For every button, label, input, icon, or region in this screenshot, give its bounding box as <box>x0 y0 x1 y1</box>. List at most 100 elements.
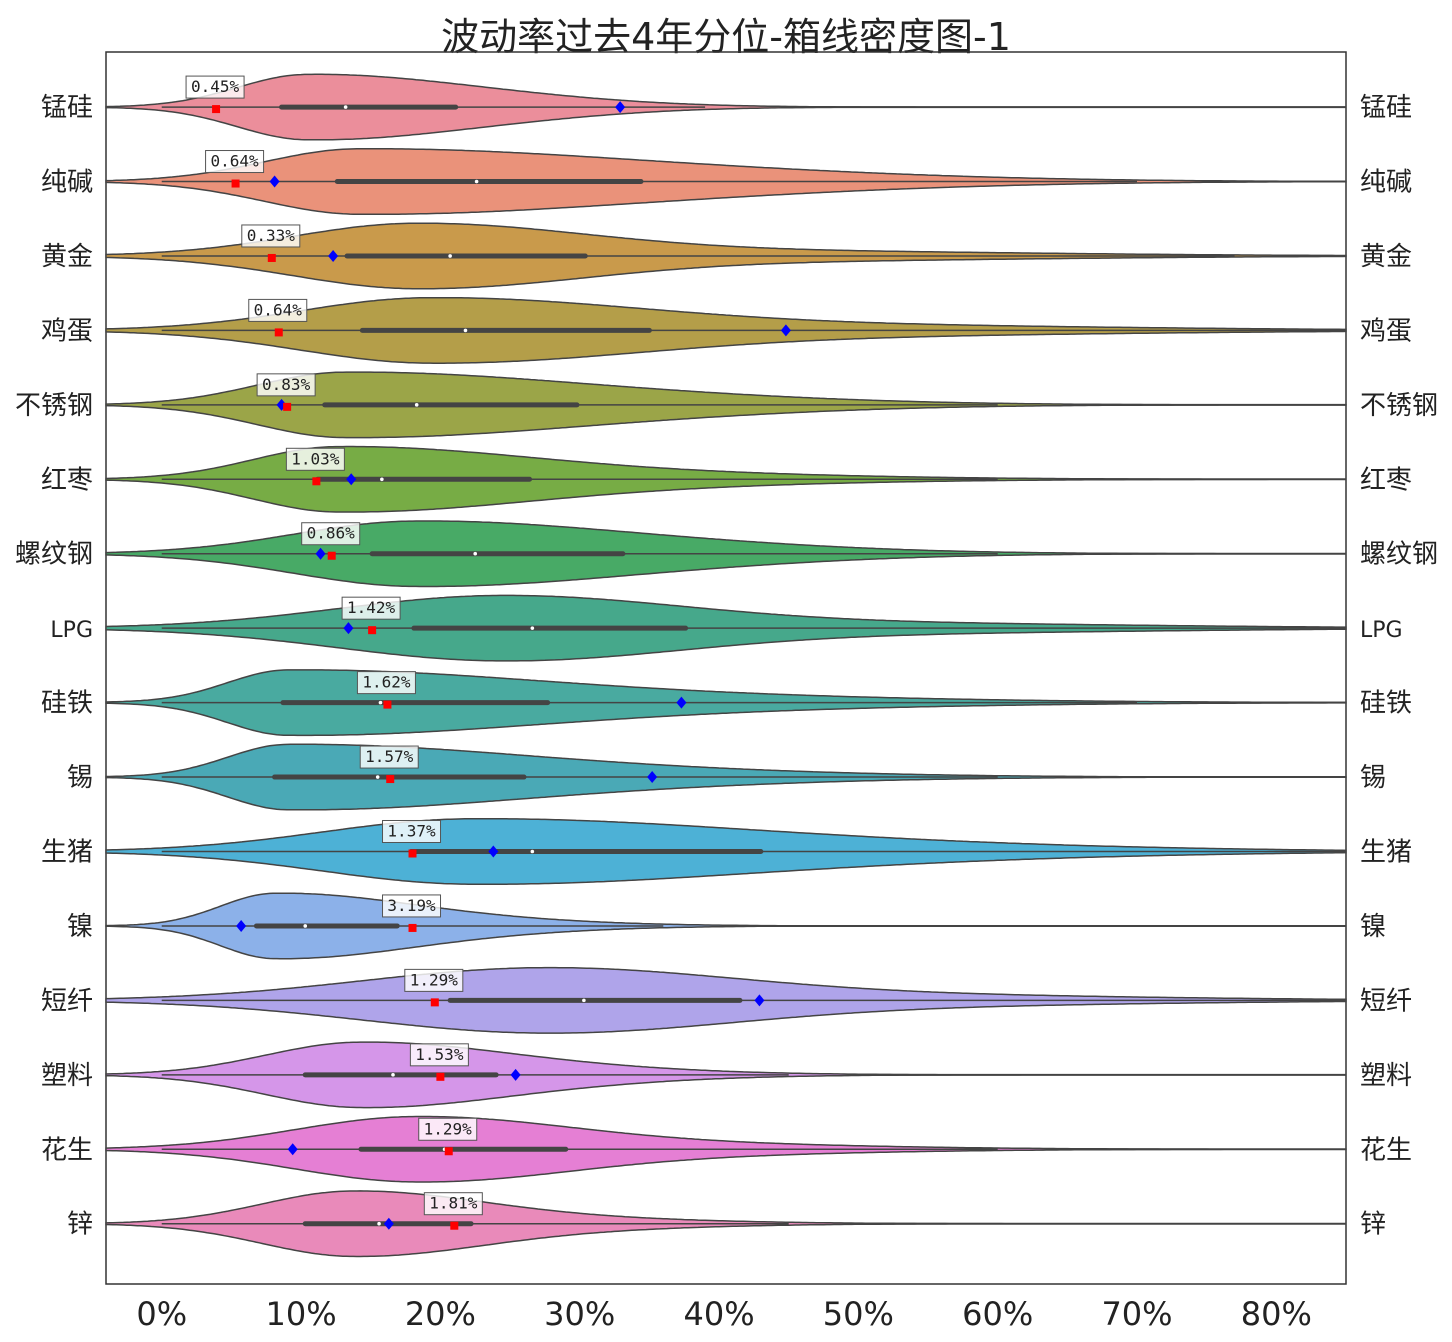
current-value-box <box>382 819 442 843</box>
violin-median-dot <box>530 626 535 630</box>
x-tick-label: 70% <box>1101 1295 1172 1333</box>
current-value-box <box>356 671 416 695</box>
current-marker <box>327 551 336 560</box>
y-tick-label-left: 硅铁 <box>41 689 93 719</box>
x-tick-label: 50% <box>823 1295 894 1333</box>
reference-marker <box>510 1068 521 1081</box>
current-marker <box>444 1147 453 1156</box>
current-marker <box>436 1072 445 1081</box>
reference-marker <box>647 771 658 784</box>
y-tick-label-left: 塑料 <box>41 1061 93 1091</box>
y-tick-label-left: 红枣 <box>41 465 93 495</box>
violin-row: 1.53% <box>105 1041 1346 1109</box>
violin-median-dot <box>343 105 348 109</box>
violin-row: 0.83% <box>105 371 1347 439</box>
x-tick-label: 60% <box>962 1295 1033 1333</box>
violin-row: 0.64% <box>105 296 1347 364</box>
y-tick-label-right: 红枣 <box>1360 465 1412 495</box>
violin-row: 0.45% <box>105 73 1346 141</box>
y-tick-label-right: 镍 <box>1360 912 1386 942</box>
violin-median-dot <box>380 477 384 482</box>
current-value-box <box>359 745 419 769</box>
current-value-box <box>248 298 308 322</box>
y-tick-label-right: 黄金 <box>1360 242 1412 272</box>
current-marker <box>368 626 377 635</box>
violin-median-dot <box>414 403 419 407</box>
current-value-label: 0.64% <box>254 300 303 319</box>
violin-row: 1.81% <box>105 1190 1346 1258</box>
current-value-box <box>185 75 245 99</box>
current-value-box <box>341 596 401 620</box>
y-tick-label-left: 生猪 <box>41 837 93 867</box>
y-tick-label-right: 螺纹钢 <box>1360 540 1438 570</box>
current-value-label: 1.29% <box>410 970 459 989</box>
current-marker <box>231 179 240 188</box>
reference-marker <box>383 1217 394 1230</box>
current-marker <box>212 105 221 114</box>
current-value-label: 1.81% <box>429 1194 478 1213</box>
current-value-box <box>404 968 464 992</box>
current-marker <box>283 402 292 411</box>
current-value-box <box>301 522 361 546</box>
y-tick-label-left: LPG <box>50 618 93 643</box>
violins-layer: 0.45% 0.64% 0.33% 0.64% 0.83% 1.03% 0.86% 1.42%… <box>105 73 1347 1258</box>
y-tick-label-left: 不锈钢 <box>15 391 93 421</box>
current-value-box <box>423 1192 483 1216</box>
current-value-label: 1.57% <box>365 747 414 766</box>
violin-row: 1.62% <box>105 669 1347 737</box>
current-value-label: 0.45% <box>191 77 240 96</box>
current-marker <box>450 1221 459 1230</box>
violin-median-dot <box>391 1073 395 1077</box>
current-value-label: 1.29% <box>424 1119 473 1138</box>
current-value-box <box>256 373 316 397</box>
reference-marker <box>287 1143 298 1156</box>
current-value-label: 1.42% <box>347 598 396 617</box>
y-tick-label-left: 纯碱 <box>41 168 93 198</box>
y-tick-label-right: 纯碱 <box>1360 168 1412 198</box>
y-tick-label-right: 花生 <box>1360 1135 1412 1165</box>
reference-marker <box>615 101 626 114</box>
violin-row: 1.42% <box>105 594 1347 662</box>
y-tick-label-right: 硅铁 <box>1360 689 1412 719</box>
current-marker <box>267 253 276 262</box>
x-tick-label: 80% <box>1241 1295 1312 1333</box>
violin-median-dot <box>474 179 479 184</box>
current-marker <box>408 923 417 932</box>
y-tick-label-right: 不锈钢 <box>1360 391 1438 421</box>
y-tick-label-left: 花生 <box>41 1135 93 1165</box>
plot-frame <box>105 51 1347 1285</box>
violin-median-dot <box>375 775 380 779</box>
current-marker <box>408 849 417 858</box>
x-tick-label: 40% <box>683 1295 754 1333</box>
y-tick-label-right: 短纤 <box>1360 986 1412 1016</box>
reference-marker <box>780 324 791 337</box>
current-value-box <box>205 150 265 174</box>
current-value-box <box>241 224 301 248</box>
violin-body <box>105 73 1346 141</box>
x-tick-label: 0% <box>136 1295 187 1333</box>
y-tick-label-left: 锰硅 <box>41 93 93 123</box>
violin-median-dot <box>530 849 535 854</box>
violin-row: 3.19% <box>105 892 1346 960</box>
reference-marker <box>236 919 247 932</box>
violin-median-dot <box>448 254 452 258</box>
violin-row: 0.33% <box>105 222 1347 290</box>
violin-median-dot <box>303 924 308 928</box>
y-tick-label-left: 黄金 <box>41 242 93 272</box>
reference-marker <box>315 547 326 560</box>
reference-marker <box>676 696 687 709</box>
violin-median-dot <box>582 998 586 1003</box>
current-value-label: 0.64% <box>210 152 259 171</box>
current-marker <box>430 998 439 1007</box>
violin-row: 1.29% <box>105 966 1347 1034</box>
violin-median-dot <box>473 551 478 556</box>
violin-row: 0.64% <box>105 148 1347 216</box>
y-tick-label-left: 螺纹钢 <box>15 540 93 570</box>
current-value-label: 1.03% <box>291 449 340 468</box>
reference-marker <box>343 622 354 635</box>
current-value-label: 1.37% <box>387 821 436 840</box>
reference-marker <box>328 249 339 262</box>
x-tick-label: 20% <box>405 1295 476 1333</box>
